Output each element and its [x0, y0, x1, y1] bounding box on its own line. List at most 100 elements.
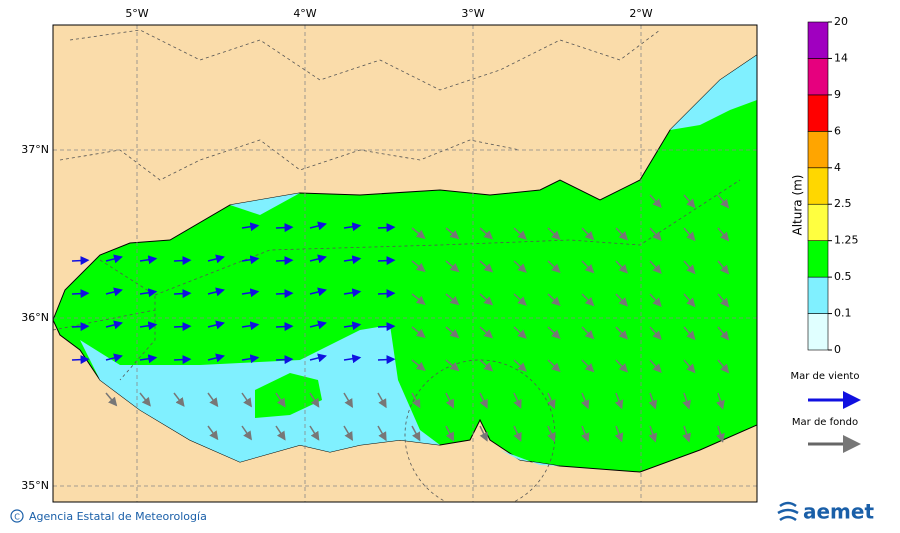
wave-arrow — [275, 392, 286, 408]
colorbar-band — [807, 131, 829, 169]
wave-arrow — [411, 359, 426, 371]
wave-arrow — [309, 392, 320, 408]
wave-arrow — [377, 289, 396, 299]
wave-arrow — [649, 260, 662, 274]
wave-arrow — [479, 425, 488, 442]
wave-arrow — [411, 260, 426, 272]
arrows — [71, 194, 730, 443]
wave-arrow — [411, 326, 426, 338]
wave-arrow — [241, 288, 260, 298]
wave-arrow — [513, 425, 522, 442]
wave-arrow — [649, 293, 662, 307]
colorbar-band — [807, 276, 829, 314]
wave-arrow — [615, 260, 629, 274]
wave-arrow — [377, 223, 396, 233]
wave-arrow — [649, 326, 662, 340]
lon-label: 3°W — [461, 7, 484, 20]
wave-arrow — [309, 353, 327, 363]
map — [53, 25, 757, 502]
wave-arrow — [479, 392, 488, 409]
logo: aemet — [777, 500, 874, 524]
wave-arrow — [683, 359, 696, 374]
wave-arrow — [343, 354, 362, 364]
wave-arrow — [207, 287, 225, 297]
wave-arrow — [445, 359, 460, 372]
wave-arrow — [581, 260, 595, 274]
wave-arrow — [173, 289, 192, 299]
wave-arrow — [207, 353, 225, 363]
wave-arrow — [716, 392, 725, 410]
colorbar-label: 9 — [834, 88, 841, 101]
wave-arrow — [377, 322, 396, 332]
wave-arrow — [105, 392, 118, 407]
wave-arrow — [377, 392, 387, 409]
wave-arrow — [547, 293, 561, 307]
wave-arrow — [445, 260, 460, 273]
wave-arrow — [275, 425, 286, 441]
wave-arrow — [580, 392, 590, 410]
wave-arrow — [411, 425, 421, 442]
wave-arrow — [343, 321, 362, 331]
wave-arrow — [139, 354, 158, 364]
legend-label: Mar de viento — [791, 371, 860, 382]
wave-arrow — [105, 254, 123, 264]
wave-arrow — [479, 359, 494, 372]
wave-arrow — [649, 359, 662, 373]
wave-arrow — [411, 227, 426, 239]
wave-arrow — [648, 425, 658, 443]
wave-arrow — [717, 293, 730, 308]
wave-arrow — [241, 321, 260, 331]
wave-arrow — [581, 293, 595, 307]
wave-arrow — [682, 425, 691, 443]
wave-arrow — [547, 326, 561, 340]
wave-arrow — [207, 320, 225, 330]
legend-label: Mar de fondo — [792, 417, 858, 428]
colorbar: 0 0.1 0.5 1.25 2.5 4 6 9 14 20 — [807, 15, 859, 356]
wave-arrow — [343, 222, 362, 232]
lon-label: 4°W — [293, 7, 316, 20]
wave-arrow — [71, 256, 90, 266]
copyright-icon — [10, 509, 24, 523]
wave-arrow — [581, 227, 595, 241]
wave-arrow — [275, 256, 294, 266]
wave-arrow — [716, 425, 725, 443]
wave-arrow — [513, 260, 527, 273]
colorbar-band — [807, 167, 829, 205]
wave-arrow — [309, 425, 320, 441]
wave-arrow — [445, 293, 460, 306]
wave-arrow — [513, 326, 527, 339]
colorbar-title: Altura (m) — [791, 174, 805, 235]
land-border — [59, 139, 521, 181]
wave-arrow — [241, 354, 260, 364]
wave-arrow — [615, 227, 629, 241]
wave-arrow — [513, 392, 522, 409]
wave-arrow — [580, 425, 590, 443]
wave-arrow — [105, 287, 123, 297]
wave-arrow — [207, 392, 219, 408]
wave-arrow — [241, 255, 260, 265]
wave-arrow — [479, 227, 494, 240]
wave-arrow — [343, 425, 353, 442]
wave-arrow — [309, 254, 327, 264]
wave-arrow — [648, 392, 658, 410]
wave-arrow — [717, 260, 730, 275]
wave-arrow — [717, 359, 730, 374]
wave-arrow — [649, 194, 662, 208]
sea-cyan-n — [230, 193, 300, 215]
lon-label: 2°W — [629, 7, 652, 20]
wave-arrow — [309, 221, 327, 231]
wave-arrow — [241, 392, 252, 408]
colorbar-label: 14 — [834, 51, 848, 64]
wave-arrow — [649, 227, 662, 241]
wave-arrow — [377, 425, 387, 442]
colorbar-label: 2.5 — [834, 197, 852, 210]
wave-arrow — [241, 222, 260, 232]
logo-icon — [777, 501, 799, 522]
wave-arrow — [275, 322, 294, 332]
wave-arrow — [139, 255, 158, 265]
wave-arrow — [445, 392, 454, 409]
map-frame — [52, 24, 758, 503]
wave-arrow — [717, 227, 730, 242]
wave-arrow — [173, 322, 192, 332]
wave-arrow — [445, 326, 460, 339]
